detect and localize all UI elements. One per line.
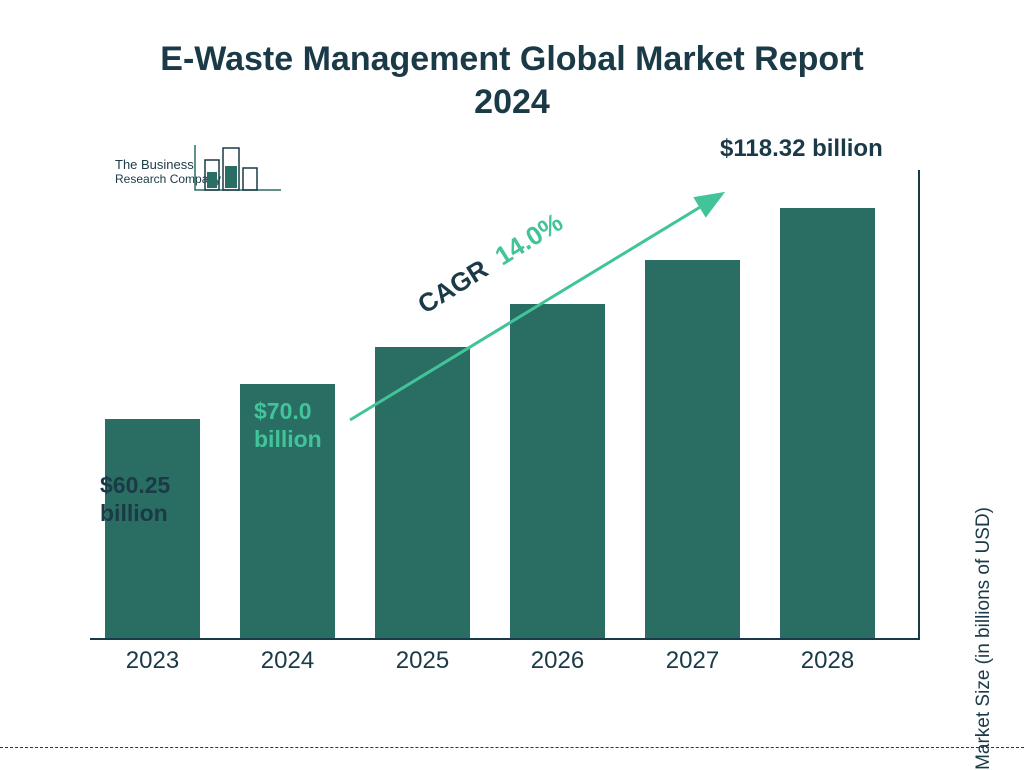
x-tick-label: 2026: [510, 647, 605, 675]
value-callout: $60.25billion: [100, 472, 170, 527]
x-tick-label: 2028: [780, 647, 875, 675]
x-tick-label: 2025: [375, 647, 470, 675]
bar: [510, 304, 605, 638]
value-callout: $70.0billion: [254, 398, 322, 453]
bottom-divider: [0, 747, 1024, 748]
chart-title: E-Waste Management Global Market Report …: [0, 38, 1024, 123]
y-axis-label: Market Size (in billions of USD): [973, 507, 995, 770]
bar: [780, 208, 875, 638]
value-callout: $118.32 billion: [720, 135, 883, 164]
x-axis-line: [90, 638, 920, 640]
x-tick-label: 2024: [240, 647, 335, 675]
title-line2: 2024: [474, 83, 550, 121]
bar: [375, 347, 470, 638]
bar: [105, 419, 200, 638]
x-tick-label: 2027: [645, 647, 740, 675]
title-line1: E-Waste Management Global Market Report: [160, 40, 863, 78]
x-tick-label: 2023: [105, 647, 200, 675]
bar: [645, 260, 740, 638]
x-labels-container: 2023 2024 2025 2026 2027 2028: [90, 645, 920, 680]
